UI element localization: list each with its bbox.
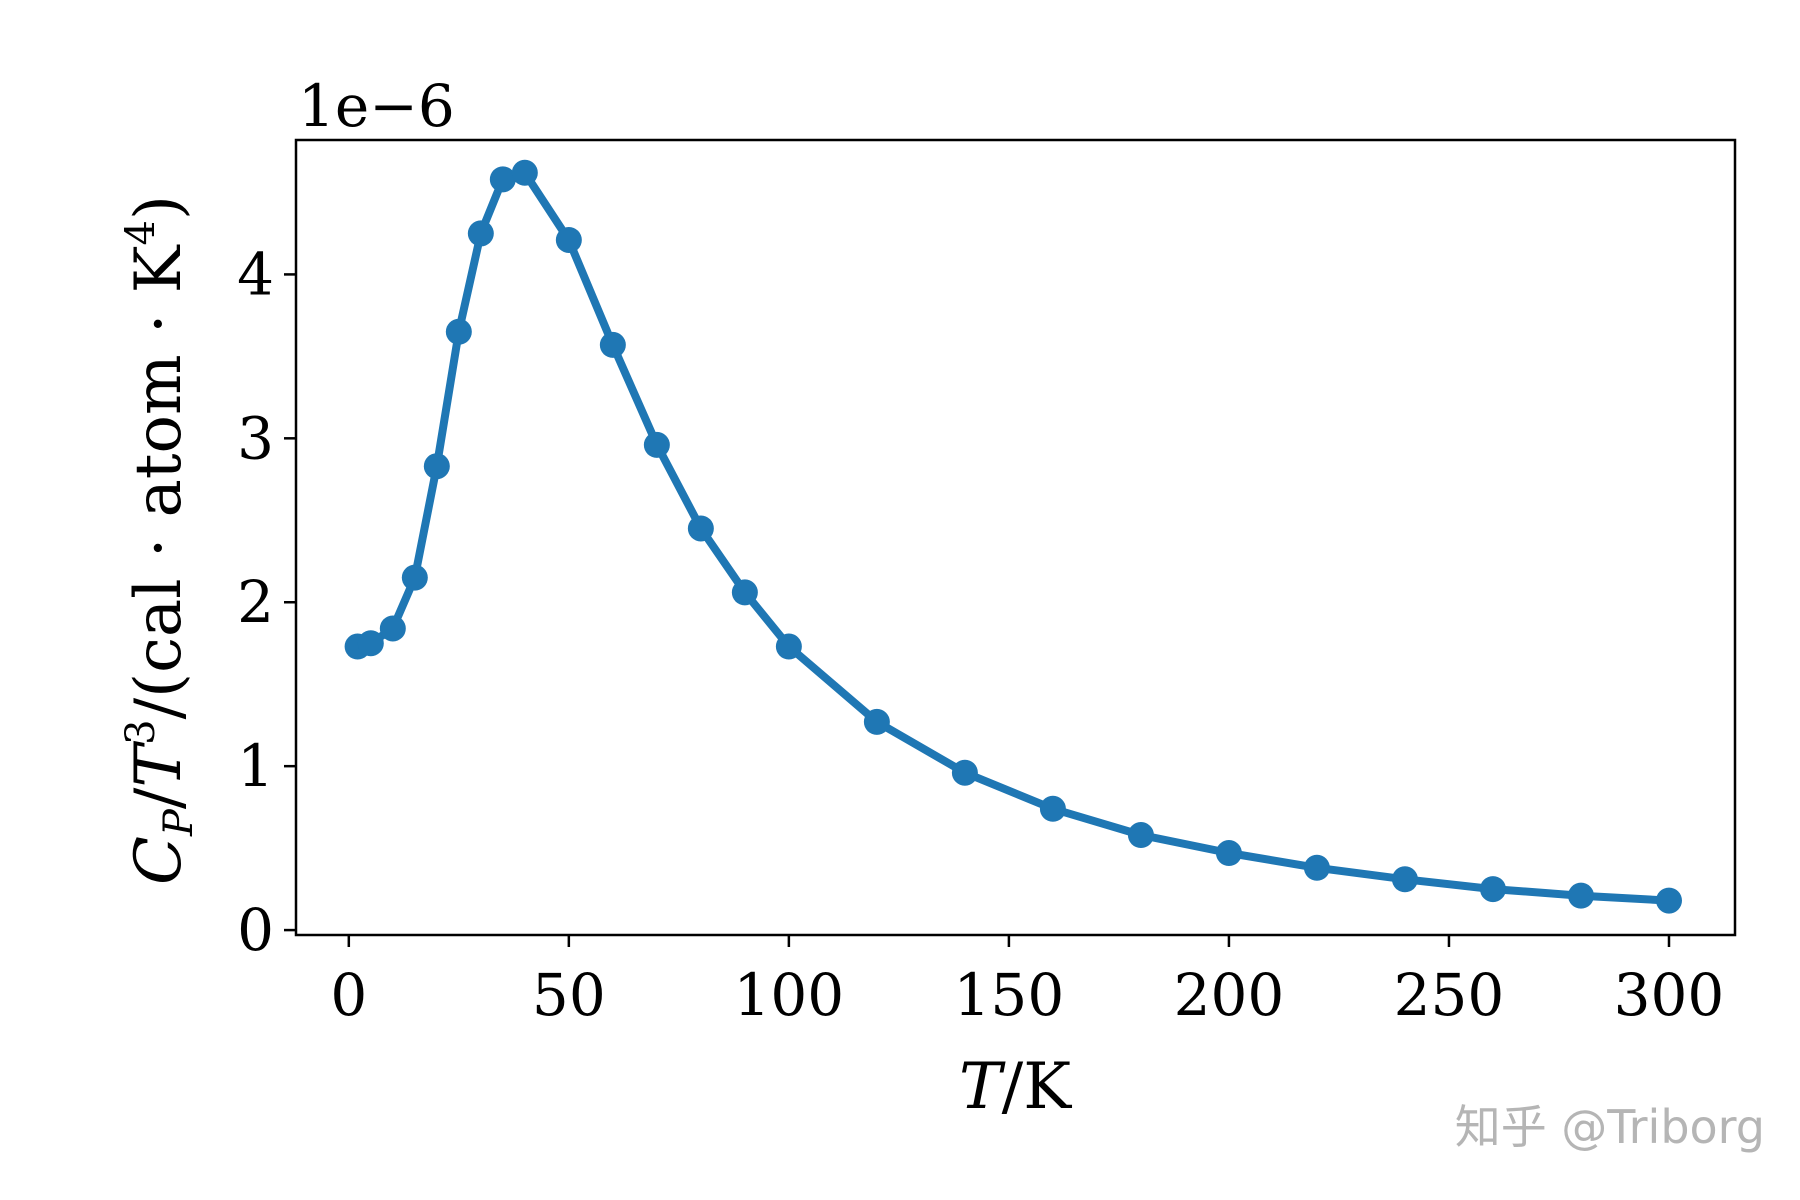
data-point — [1479, 876, 1506, 903]
data-point — [775, 633, 802, 660]
data-point — [467, 220, 494, 247]
data-point — [863, 708, 890, 735]
plot-frame — [294, 138, 1737, 937]
data-point — [1303, 854, 1330, 881]
data-point — [511, 159, 538, 186]
x-tick-label: 50 — [532, 961, 606, 1029]
y-offset-label: 1e−6 — [298, 72, 455, 140]
x-tick-label: 300 — [1614, 961, 1725, 1029]
data-point — [1127, 822, 1154, 849]
y-tick-label: 2 — [237, 568, 274, 636]
data-point — [555, 226, 582, 253]
data-point — [1655, 887, 1682, 914]
data-point — [1391, 866, 1418, 893]
y-tick-label: 4 — [237, 240, 274, 308]
data-point — [401, 564, 428, 591]
x-tick-label: 200 — [1174, 961, 1285, 1029]
data-point — [951, 759, 978, 786]
data-point — [731, 579, 758, 606]
x-tick-label: 250 — [1394, 961, 1505, 1029]
data-point — [357, 630, 384, 657]
data-point — [1215, 840, 1242, 867]
data-point — [423, 453, 450, 480]
y-tick-label: 0 — [237, 896, 274, 964]
data-point — [1039, 795, 1066, 822]
series-line — [353, 168, 1673, 905]
data-point — [445, 318, 472, 345]
x-tick-label: 0 — [330, 961, 367, 1029]
data-point — [379, 615, 406, 642]
data-point — [687, 515, 714, 542]
y-tick-label: 1 — [237, 732, 274, 800]
y-tick-label: 3 — [237, 404, 274, 472]
data-point — [643, 431, 670, 458]
x-tick-label: 150 — [954, 961, 1065, 1029]
plot-area — [294, 138, 1737, 937]
x-axis: 0 50 100 150 200 250 300 — [330, 935, 1724, 1029]
data-point — [489, 166, 516, 193]
y-axis: 0 1 2 3 4 — [237, 240, 296, 964]
x-axis-label: T/K — [959, 1050, 1072, 1124]
watermark: 知乎 @Triborg — [1455, 1100, 1765, 1154]
data-point — [1567, 882, 1594, 909]
y-axis-label: CP/T3/(cal · atom · K4) — [118, 195, 202, 885]
data-point — [599, 331, 626, 358]
x-tick-label: 100 — [734, 961, 845, 1029]
